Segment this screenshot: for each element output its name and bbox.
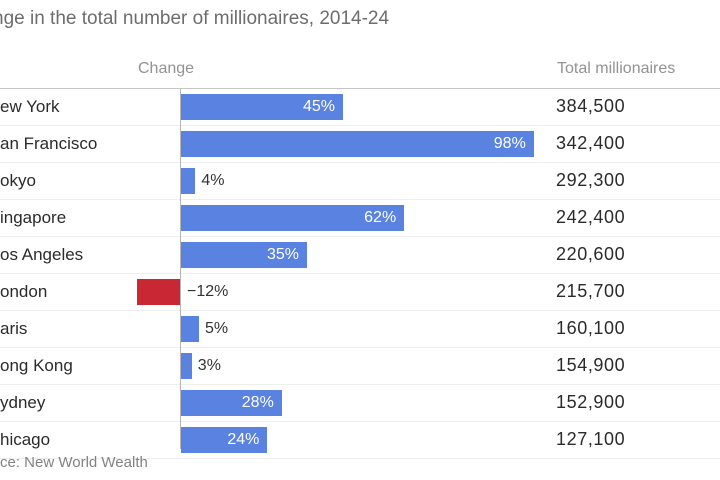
change-value-label: 5%	[205, 320, 229, 337]
total-millionaires-value: 127,100	[556, 429, 626, 449]
change-value-label: 28%	[241, 394, 274, 411]
row-label: os Angeles	[0, 245, 84, 264]
table-row: ong Kong 154,900 3%	[0, 348, 720, 385]
change-bar	[181, 316, 199, 342]
change-bar: 98%	[181, 131, 534, 157]
chart-title: nge in the total number of millionaires,…	[0, 8, 390, 29]
row-label: aris	[0, 319, 28, 338]
row-label: ong Kong	[0, 356, 73, 375]
table-row: os Angeles 35% 220,600	[0, 237, 720, 274]
change-bar: 62%	[181, 205, 405, 231]
row-label: ydney	[0, 393, 46, 412]
change-bar: 24%	[181, 427, 268, 453]
total-millionaires-value: 220,600	[556, 244, 626, 264]
total-millionaires-value: 384,500	[556, 96, 626, 116]
change-bar: 35%	[181, 242, 307, 268]
bar-table: ew York 45% 384,500 an Francisco 98% 342…	[0, 88, 720, 459]
row-label: hicago	[0, 430, 51, 449]
change-value-label: −12%	[187, 283, 229, 300]
total-millionaires-value: 152,900	[556, 392, 626, 412]
table-row: an Francisco 98% 342,400	[0, 126, 720, 163]
change-value-label: 62%	[364, 209, 397, 226]
column-header-total: Total millionaires	[557, 60, 676, 77]
total-millionaires-value: 215,700	[556, 281, 626, 301]
row-label: ingapore	[0, 208, 67, 227]
change-bar: 45%	[181, 94, 343, 120]
table-row: ingapore 62% 242,400	[0, 200, 720, 237]
baseline-axis	[180, 89, 181, 449]
row-label: okyo	[0, 171, 36, 190]
change-value-label: 4%	[201, 172, 225, 189]
table-row: aris 160,100 5%	[0, 311, 720, 348]
change-value-label: 45%	[302, 98, 335, 115]
table-row: ondon 215,700 −12%	[0, 274, 720, 311]
total-millionaires-value: 292,300	[556, 170, 626, 190]
row-label: an Francisco	[0, 134, 98, 153]
change-value-label: 35%	[266, 246, 299, 263]
table-row: ew York 45% 384,500	[0, 89, 720, 126]
change-bar	[181, 353, 192, 379]
change-bar	[181, 168, 196, 194]
table-rows: ew York 45% 384,500 an Francisco 98% 342…	[0, 89, 720, 459]
table-row: hicago 24% 127,100	[0, 422, 720, 459]
change-value-label: 24%	[227, 431, 260, 448]
row-label: ondon	[0, 282, 48, 301]
change-bar-negative	[136, 279, 180, 305]
total-millionaires-value: 342,400	[556, 133, 626, 153]
table-row: okyo 292,300 4%	[0, 163, 720, 200]
total-millionaires-value: 154,900	[556, 355, 626, 375]
source-note: ce: New World Wealth	[0, 454, 148, 471]
table-row: ydney 28% 152,900	[0, 385, 720, 422]
change-bar: 28%	[181, 390, 282, 416]
change-value-label: 3%	[197, 357, 221, 374]
column-header-change: Change	[138, 60, 195, 77]
change-value-label: 98%	[493, 135, 526, 152]
total-millionaires-value: 242,400	[556, 207, 626, 227]
total-millionaires-value: 160,100	[556, 318, 626, 338]
row-label: ew York	[0, 97, 60, 116]
